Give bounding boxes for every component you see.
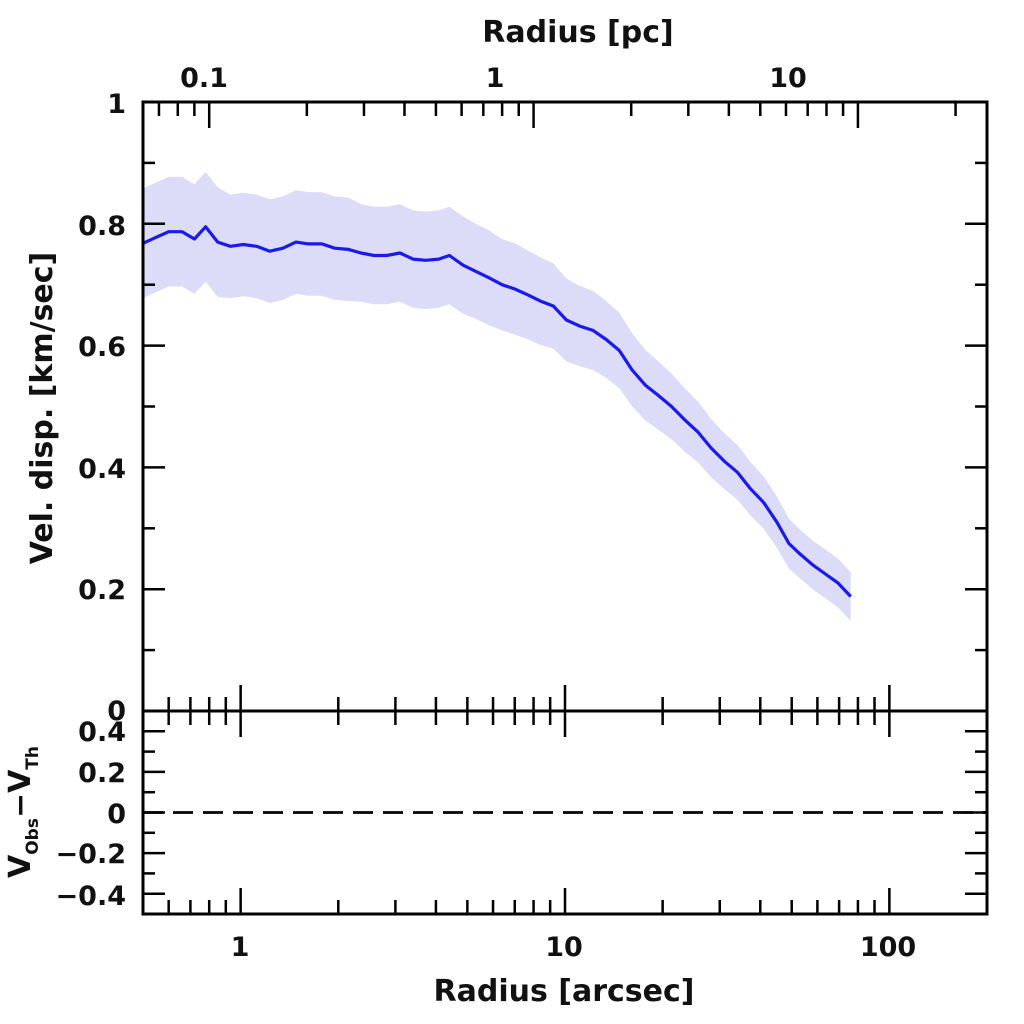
top-tick-label: 10 — [769, 63, 807, 94]
residual-y-tick-label: 0.4 — [78, 717, 126, 748]
x-tick-label: 10 — [545, 932, 583, 963]
residual-y-tick-label: −0.2 — [56, 839, 126, 870]
top-tick-label: 1 — [486, 63, 505, 94]
y-axis-title: Vel. disp. [km/sec] — [25, 252, 60, 565]
y-tick-label: 1 — [107, 89, 126, 120]
main-panel-frame — [141, 100, 989, 713]
y-tick-label: 0 — [107, 696, 126, 727]
error-band — [143, 172, 851, 621]
y-tick-label: 0.2 — [78, 575, 126, 606]
series-line-velocity-dispersion — [142, 225, 852, 598]
y-tick-label: 0.8 — [78, 211, 126, 242]
y-tick-label: 0.6 — [78, 332, 126, 363]
y-tick-label: 0.4 — [78, 454, 126, 485]
residual-y-axis-title: VObs−VTh — [3, 746, 43, 878]
residual-y-tick-label: 0 — [107, 799, 126, 830]
residual-panel-frame — [141, 709, 989, 916]
top-tick-label: 0.1 — [180, 63, 228, 94]
bottom-x-axis-title: Radius [arcsec] — [434, 974, 695, 1009]
residual-y-tick-label: −0.4 — [56, 881, 126, 912]
x-tick-label: 100 — [860, 932, 916, 963]
residual-y-tick-label: 0.2 — [78, 758, 126, 789]
top-x-axis-title: Radius [pc] — [482, 15, 673, 50]
x-tick-label: 1 — [231, 932, 250, 963]
